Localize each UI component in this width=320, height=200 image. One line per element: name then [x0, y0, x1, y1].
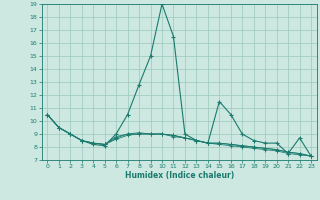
X-axis label: Humidex (Indice chaleur): Humidex (Indice chaleur) — [124, 171, 234, 180]
